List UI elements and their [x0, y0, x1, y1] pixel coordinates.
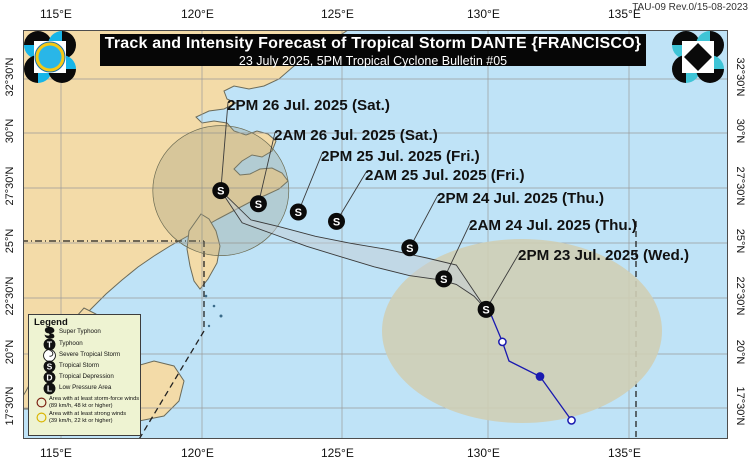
svg-text:S: S: [440, 274, 447, 286]
svg-text:S: S: [406, 243, 413, 255]
svg-text:S: S: [482, 304, 489, 316]
svg-text:T: T: [46, 339, 52, 349]
svg-text:S: S: [333, 216, 340, 228]
svg-text:L: L: [46, 384, 51, 394]
svg-text:S: S: [217, 186, 224, 198]
svg-text:S: S: [295, 207, 302, 219]
svg-text:S: S: [255, 199, 262, 211]
svg-text:D: D: [46, 372, 52, 382]
